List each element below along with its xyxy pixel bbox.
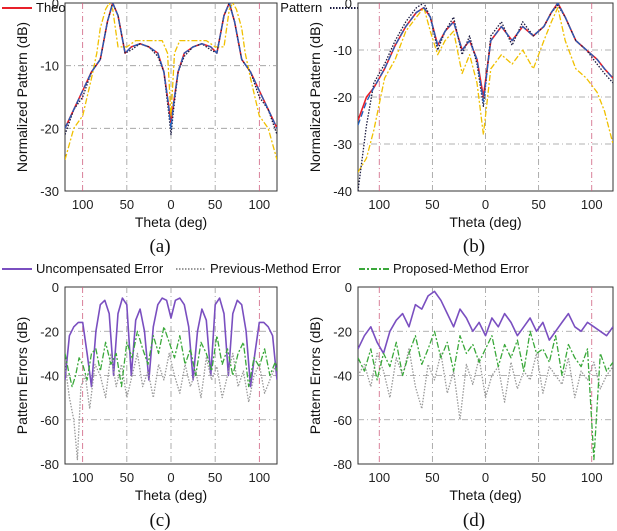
x-tick-label: 100 — [72, 197, 94, 212]
x-tick-label: 50 — [208, 197, 222, 212]
x-tick-label: 100 — [368, 470, 390, 485]
x-tick-label: 50 — [531, 470, 545, 485]
chart-panel-b: 0 -10 -20 -30 -40 100 50 0 50 100 Theta (deg) Norma… — [307, 0, 614, 257]
x-tick-label: 0 — [482, 470, 489, 485]
y-tick-label: -60 — [40, 413, 59, 428]
series-line-uncompensated-error — [358, 290, 613, 355]
series-line-proposed-method — [65, 3, 277, 129]
y-tick-label: -20 — [40, 324, 59, 339]
chart-panel-d: 0 -20 -40 -60 -80 100 50 0 50 100 Theta (deg) Patte… — [307, 280, 614, 531]
y-tick-label: -10 — [40, 59, 59, 74]
chart-panel-c: 0 -20 -40 -60 -80 100 50 0 50 100 Theta (deg) Patte… — [14, 280, 278, 531]
panel-caption: (c) — [149, 510, 170, 531]
panel-caption: (b) — [463, 236, 485, 257]
x-tick-label: 100 — [248, 197, 270, 212]
x-tick-label: 0 — [167, 197, 174, 212]
x-tick-label: 0 — [167, 470, 174, 485]
y-tick-label: -20 — [333, 324, 352, 339]
y-tick-label: -30 — [333, 137, 352, 152]
series-line-uncompensated-error — [65, 297, 277, 388]
y-tick-label: -20 — [333, 90, 352, 105]
y-tick-label: -80 — [333, 457, 352, 472]
x-tick-label: 100 — [368, 197, 390, 212]
y-tick-label: 0 — [345, 0, 352, 11]
legend-bottom: Uncompensated Error Previous-Method Error… — [2, 261, 530, 276]
series-line-previous-method-error — [65, 352, 276, 461]
y-tick-label: 0 — [52, 0, 59, 11]
legend-label: Previous-Method Error — [210, 261, 341, 276]
series-line-proposed-method-error — [65, 326, 277, 388]
x-tick-label: 100 — [581, 197, 603, 212]
y-tick-label: -60 — [333, 413, 352, 428]
y-tick-label: -30 — [40, 184, 59, 199]
y-tick-label: -40 — [40, 369, 59, 384]
x-tick-label: 50 — [120, 197, 134, 212]
x-tick-label: 0 — [482, 197, 489, 212]
y-tick-label: -40 — [333, 184, 352, 199]
series-line-previous-method-error — [358, 348, 613, 421]
chart-panel-a: 0 -10 -20 -30 100 50 0 50 100 Theta (deg) Normaliz… — [14, 0, 278, 257]
y-tick-label: -10 — [333, 43, 352, 58]
x-tick-label: 50 — [531, 197, 545, 212]
y-axis-label: Normalized Pattern (dB) — [307, 22, 323, 172]
y-tick-label: 0 — [52, 280, 59, 295]
series-line-uncompensated-pattern — [358, 7, 613, 173]
x-tick-label: 50 — [425, 197, 439, 212]
x-tick-label: 50 — [208, 470, 222, 485]
x-tick-label: 100 — [72, 470, 94, 485]
y-axis-label: Normalized Pattern (dB) — [14, 22, 30, 172]
y-axis-label: Pattern Errors (dB) — [307, 317, 323, 434]
legend-label: Proposed-Method Error — [393, 261, 530, 276]
series-line-proposed-method — [358, 3, 613, 126]
x-tick-label: 50 — [120, 470, 134, 485]
x-axis-label: Theta (deg) — [135, 214, 207, 230]
legend-entry: Previous-Method Error — [176, 261, 341, 276]
y-tick-label: -80 — [40, 457, 59, 472]
legend-entry: Uncompensated Error — [2, 261, 164, 276]
panel-caption: (d) — [463, 510, 485, 531]
x-tick-label: 50 — [425, 470, 439, 485]
x-tick-label: 100 — [248, 470, 270, 485]
x-tick-label: 100 — [581, 470, 603, 485]
x-axis-label: Theta (deg) — [135, 487, 207, 503]
x-axis-label: Theta (deg) — [449, 214, 521, 230]
panel-caption: (a) — [149, 236, 170, 257]
x-axis-label: Theta (deg) — [449, 487, 521, 503]
chart-panels: 0 -10 -20 -30 100 50 0 50 100 Theta (deg) Normaliz… — [14, 0, 614, 531]
series-line-uncompensated-pattern — [65, 3, 277, 160]
y-axis-label: Pattern Errors (dB) — [14, 317, 30, 434]
y-tick-label: 0 — [345, 280, 352, 295]
series-line-proposed-method-error — [358, 330, 613, 461]
legend-label: Uncompensated Error — [36, 261, 164, 276]
legend-entry: Proposed-Method Error — [359, 261, 530, 276]
y-tick-label: -40 — [333, 369, 352, 384]
y-tick-label: -20 — [40, 121, 59, 136]
